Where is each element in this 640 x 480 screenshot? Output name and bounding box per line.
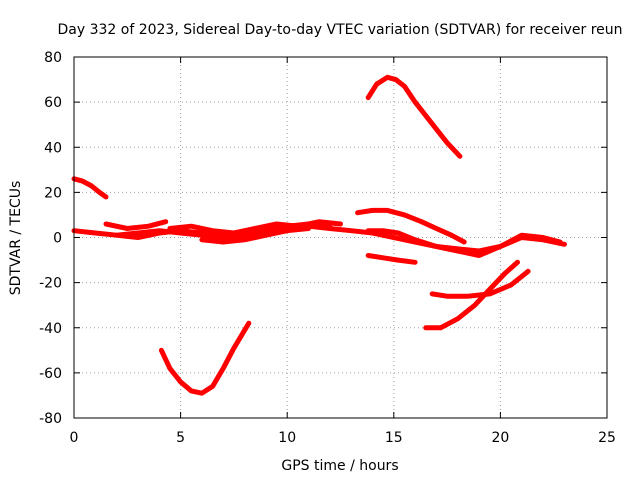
series-arc-10 [355,207,467,245]
chart-title: Day 332 of 2023, Sidereal Day-to-day VTE… [57,22,622,38]
series-arc-8 [158,320,252,396]
y-tick-label: 60 [44,95,62,111]
y-tick-label: -80 [39,411,62,427]
series-arc-3 [103,219,169,231]
series-arc-14 [429,268,531,299]
x-tick-label: 10 [278,430,296,446]
y-axis-label: SDTVAR / TECUs [8,181,24,296]
series-arc-12 [412,232,563,258]
x-tick-label: 25 [598,430,616,446]
series-arc-13 [365,253,418,265]
y-tick-label: -40 [39,321,62,337]
series-arc-6 [199,226,311,245]
x-tick-label: 20 [491,430,509,446]
series-arc-1 [71,176,109,200]
y-tick-label: 0 [53,231,62,247]
y-tick-label: 40 [44,140,62,156]
series-layer [71,74,567,396]
y-tick-label: -20 [39,276,62,292]
x-tick-label: 5 [176,430,185,446]
y-tick-label: 20 [44,185,62,201]
x-axis-label: GPS time / hours [281,458,398,474]
series-arc-9 [365,74,463,159]
series-arc-15 [423,259,520,331]
y-tick-label: -60 [39,366,62,382]
axis-ticks: 0 5 10 15 20 25 -80 -60 -40 -20 0 20 40 60 80 [39,50,616,446]
x-tick-label: 0 [70,430,79,446]
y-tick-label: 80 [44,50,62,66]
series-arc-7 [220,221,333,240]
x-tick-label: 15 [385,430,403,446]
